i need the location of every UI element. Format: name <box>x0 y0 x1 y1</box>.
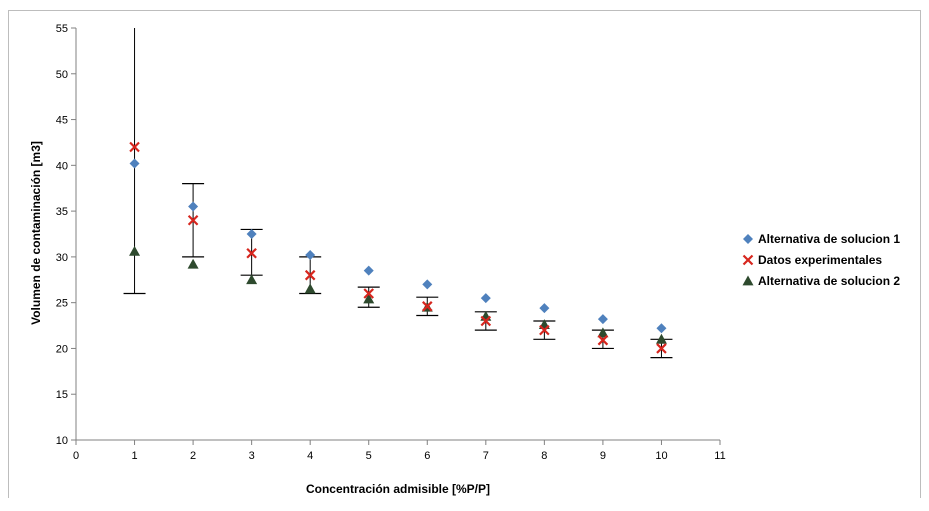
x-stroke <box>539 324 550 336</box>
legend-label: Datos experimentales <box>758 253 882 267</box>
series-1 <box>129 158 667 334</box>
data-point <box>304 269 316 281</box>
y-tick-label: 45 <box>56 115 68 127</box>
x-tick-label: 4 <box>307 450 313 462</box>
y-tick-label: 10 <box>56 435 68 447</box>
x-stroke <box>480 315 492 327</box>
y-axis-title: Volumen de contaminación [m3] <box>29 141 43 325</box>
x-stroke <box>363 288 375 299</box>
data-point <box>305 250 316 261</box>
data-point <box>480 315 492 327</box>
data-point <box>421 301 433 312</box>
legend-item: Datos experimentales <box>742 253 882 267</box>
x-tick-label: 6 <box>424 450 430 462</box>
data-point <box>129 141 140 153</box>
data-point <box>480 293 491 304</box>
x-tick-label: 8 <box>541 450 547 462</box>
y-tick-label: 40 <box>56 160 68 172</box>
y-tick-label: 50 <box>56 69 68 81</box>
data-point <box>597 314 608 325</box>
y-tick-label: 30 <box>56 252 68 264</box>
data-point <box>422 279 433 290</box>
x-tick-label: 10 <box>655 450 667 462</box>
data-point <box>188 201 199 212</box>
data-point <box>187 214 199 226</box>
y-tick-label: 55 <box>56 23 68 35</box>
x-stroke <box>129 141 140 153</box>
x-stroke <box>742 254 754 266</box>
data-point <box>129 245 141 256</box>
x-tick-label: 9 <box>600 450 606 462</box>
data-point <box>597 334 609 346</box>
legend-label: Alternativa de solucion 1 <box>758 232 900 246</box>
x-stroke <box>656 343 667 354</box>
data-point <box>246 274 258 285</box>
x-tick-label: 7 <box>483 450 489 462</box>
y-tick-label: 15 <box>56 389 68 401</box>
y-tick-label: 35 <box>56 206 68 218</box>
x-stroke <box>304 269 316 281</box>
x-tick-label: 5 <box>366 450 372 462</box>
data-point <box>129 158 140 169</box>
data-point <box>597 327 609 338</box>
x-tick-label: 1 <box>131 450 137 462</box>
x-stroke <box>597 334 609 346</box>
data-point <box>363 288 375 299</box>
x-tick-label: 3 <box>249 450 255 462</box>
legend-label: Alternativa de solucion 2 <box>758 274 900 288</box>
legend-marker <box>743 234 753 244</box>
data-point <box>187 258 199 269</box>
x-tick-label: 11 <box>714 450 725 462</box>
data-point <box>304 283 316 294</box>
data-point <box>363 293 375 304</box>
legend-marker <box>742 254 754 266</box>
x-stroke <box>187 214 199 226</box>
legend-item: Alternativa de solucion 1 <box>743 232 900 246</box>
x-tick-label: 2 <box>190 450 196 462</box>
data-points <box>129 141 667 354</box>
data-point <box>656 323 667 334</box>
chart-border <box>8 10 921 498</box>
legend-item: Alternativa de solucion 2 <box>742 274 900 288</box>
y-tick-label: 25 <box>56 298 68 310</box>
data-point <box>539 303 550 314</box>
data-point <box>655 333 667 344</box>
legend: Alternativa de solucion 1 Datos experimen… <box>742 232 900 288</box>
data-point <box>246 229 257 239</box>
data-point <box>539 324 550 336</box>
series-2 <box>129 141 667 354</box>
data-point <box>656 343 667 354</box>
x-stroke <box>246 247 257 259</box>
data-point <box>363 265 374 276</box>
y-tick-label: 20 <box>56 343 68 355</box>
data-point <box>246 247 257 259</box>
x-stroke <box>421 301 433 312</box>
x-axis-title: Concentración admisible [%P/P] <box>306 482 490 496</box>
x-tick-label: 0 <box>73 450 79 462</box>
legend-marker <box>742 275 754 286</box>
